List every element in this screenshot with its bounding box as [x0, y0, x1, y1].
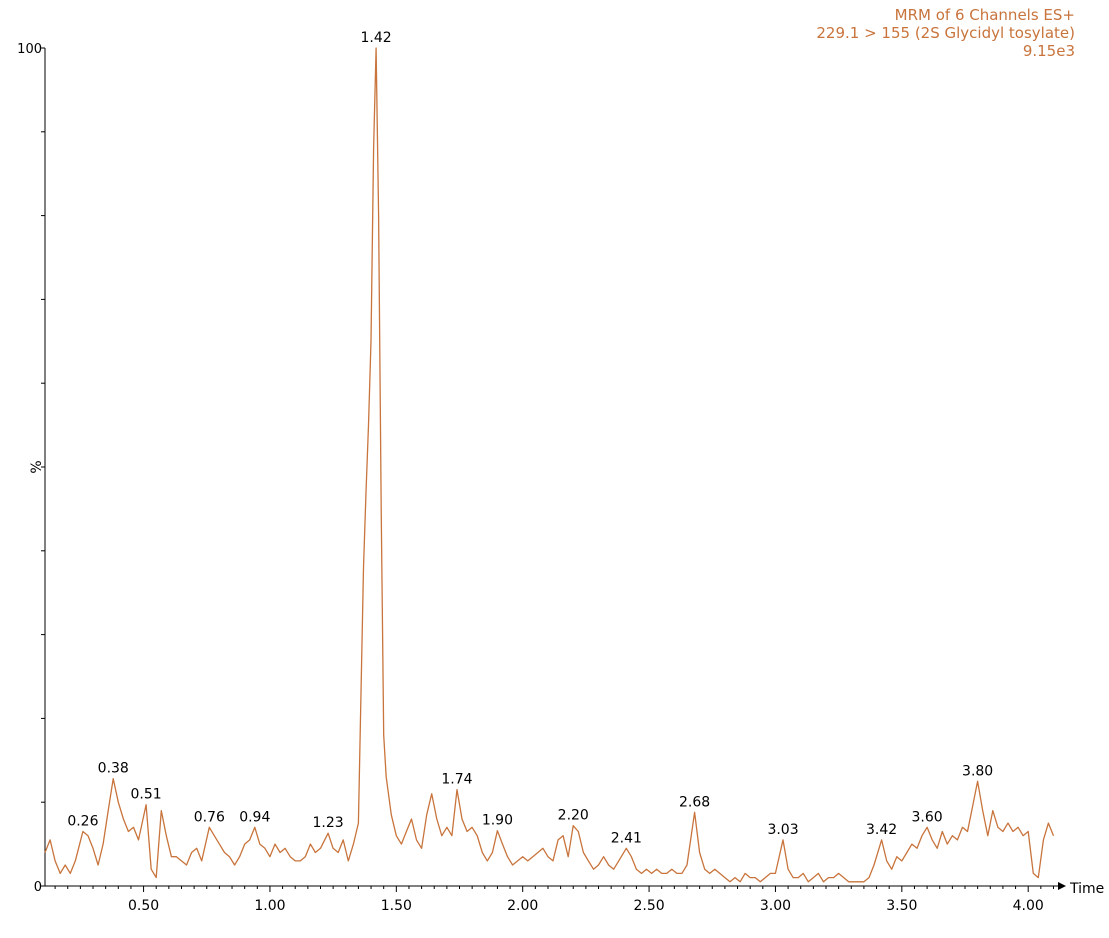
peak-label: 0.26 — [67, 814, 98, 830]
header-intensity: 9.15e3 — [1022, 42, 1075, 60]
x-axis-arrow — [1058, 882, 1066, 890]
tick-marks: 0 100 0.50 1.00 1.50 2.00 2.50 3.00 3.50 4.00 — [17, 42, 1054, 914]
y-tick-label: 0 — [34, 880, 42, 895]
x-tick-label: 1.00 — [254, 898, 285, 914]
y-tick-label: 100 — [17, 42, 42, 57]
x-tick-label: 2.50 — [633, 898, 664, 914]
x-tick-label: 3.50 — [886, 898, 917, 914]
header-transition: 229.1 > 155 (2S Glycidyl tosylate) — [816, 24, 1075, 42]
peak-label: 0.38 — [98, 761, 129, 777]
x-tick-label: 1.50 — [381, 898, 412, 914]
peak-label: 3.42 — [866, 822, 897, 838]
peak-label: 1.42 — [361, 30, 392, 46]
y-axis-label: % — [29, 460, 45, 473]
chromatogram-trace — [44, 47, 1055, 883]
peak-label: 1.23 — [312, 815, 343, 831]
peak-label: 0.51 — [131, 787, 162, 803]
x-tick-label: 4.00 — [1013, 898, 1044, 914]
peak-label: 2.41 — [611, 830, 642, 846]
x-tick-label: 0.50 — [128, 898, 159, 914]
peak-label: 3.80 — [962, 763, 993, 779]
header-channel-info: MRM of 6 Channels ES+ — [894, 6, 1075, 24]
x-tick-label: 3.00 — [760, 898, 791, 914]
peak-label: 2.20 — [558, 808, 589, 824]
x-tick-label: 2.00 — [507, 898, 538, 914]
peak-label: 3.60 — [912, 809, 943, 825]
trace-layer — [44, 47, 1055, 883]
peak-label: 3.03 — [767, 822, 798, 838]
peak-label: 2.68 — [679, 794, 710, 810]
peak-label: 1.74 — [441, 772, 472, 788]
peak-label: 0.94 — [239, 809, 270, 825]
x-axis-label: Time — [1069, 881, 1104, 897]
peak-label: 0.76 — [194, 809, 225, 825]
peak-labels: 0.26 0.380.51 0.76 0.94 1.23 1.42 1.74 1.90 2.20… — [67, 30, 993, 846]
peak-label: 1.90 — [482, 813, 513, 829]
axes: Time% — [29, 48, 1104, 897]
